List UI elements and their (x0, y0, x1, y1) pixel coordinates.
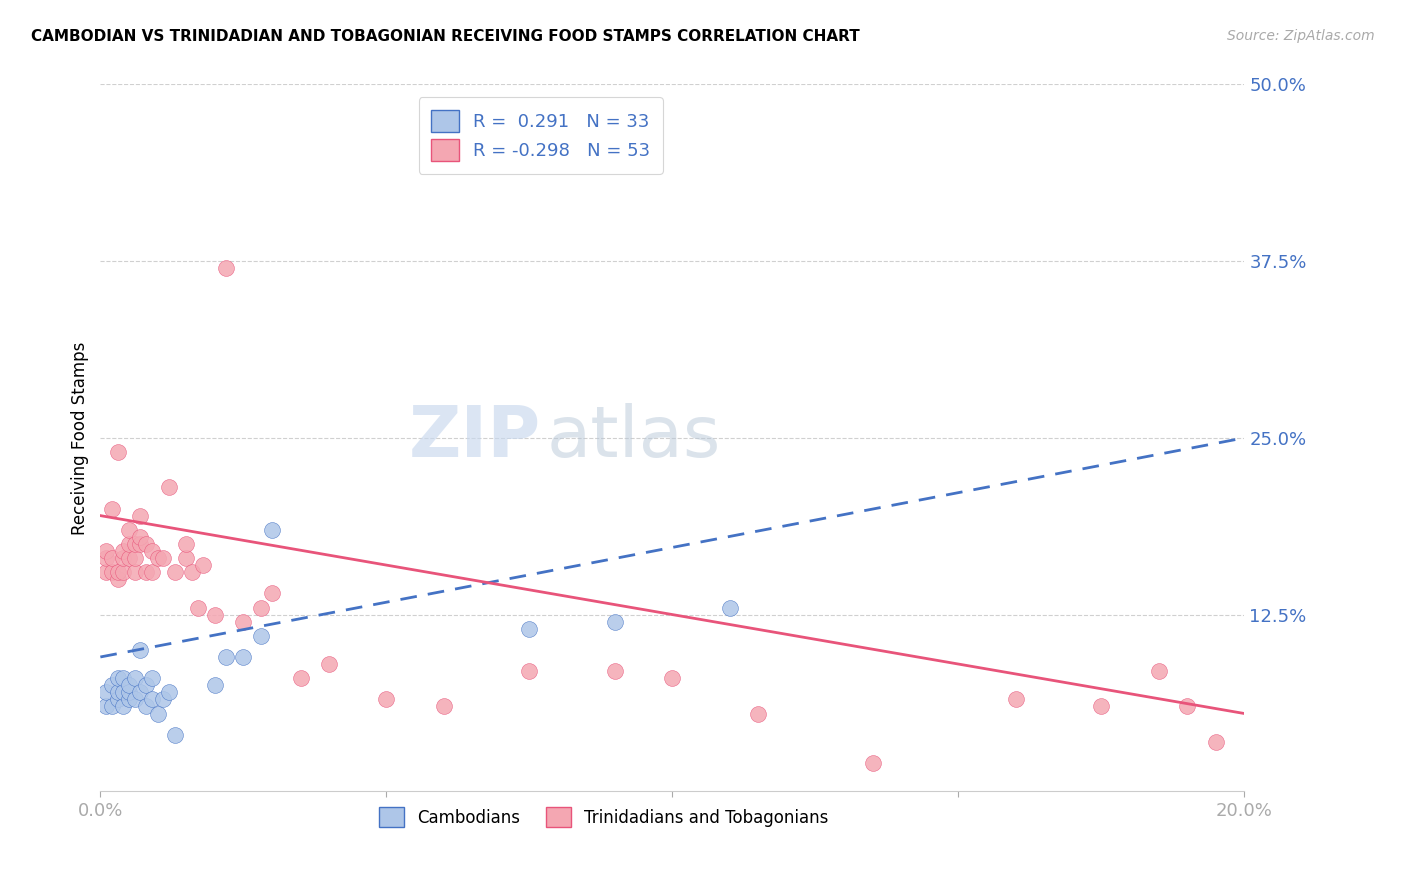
Point (141, 671, 163, 685)
Point (146, 551, 169, 566)
Point (118, 537, 141, 551)
Legend: Cambodians, Trinidadians and Tobagonians: Cambodians, Trinidadians and Tobagonians (373, 800, 835, 834)
Point (101, 699, 124, 714)
Point (135, 537, 157, 551)
Point (129, 530, 152, 544)
Point (112, 565, 135, 579)
Point (232, 615, 254, 629)
Point (157, 480, 180, 494)
Point (157, 685, 180, 699)
Point (107, 445, 129, 459)
Point (94, 565, 117, 579)
Text: Source: ZipAtlas.com: Source: ZipAtlas.com (1227, 29, 1375, 43)
Point (661, 671, 683, 685)
Point (118, 685, 141, 699)
Point (862, 756, 884, 770)
Point (124, 551, 146, 566)
Text: CAMBODIAN VS TRINIDADIAN AND TOBAGONIAN RECEIVING FOOD STAMPS CORRELATION CHART: CAMBODIAN VS TRINIDADIAN AND TOBAGONIAN … (31, 29, 859, 44)
Point (249, 629, 271, 643)
Point (129, 643, 152, 657)
Point (107, 565, 129, 579)
Point (215, 261, 238, 276)
Point (605, 615, 627, 629)
Point (605, 664, 627, 678)
Point (1205, 735, 1227, 749)
Point (129, 685, 152, 699)
Point (174, 551, 197, 566)
Point (124, 692, 146, 706)
Point (152, 692, 174, 706)
Point (107, 685, 129, 699)
Point (112, 699, 135, 714)
Point (135, 565, 157, 579)
Point (135, 678, 157, 692)
Point (112, 685, 135, 699)
Point (107, 692, 129, 706)
Point (747, 706, 769, 721)
Point (124, 565, 146, 579)
Point (232, 650, 254, 665)
Point (129, 508, 152, 523)
Point (174, 537, 197, 551)
Point (215, 650, 238, 665)
Point (94, 685, 117, 699)
Point (141, 565, 163, 579)
Text: atlas: atlas (547, 403, 721, 473)
Point (146, 706, 169, 721)
Point (1175, 699, 1198, 714)
Point (163, 728, 186, 742)
Point (112, 544, 135, 558)
Point (1147, 664, 1170, 678)
Point (129, 537, 152, 551)
Point (260, 523, 283, 537)
Point (118, 678, 141, 692)
Point (1004, 692, 1026, 706)
Point (141, 692, 163, 706)
Point (94, 699, 117, 714)
Point (204, 678, 226, 692)
Text: ZIP: ZIP (409, 403, 541, 473)
Y-axis label: Receiving Food Stamps: Receiving Food Stamps (72, 341, 89, 534)
Point (94, 551, 117, 566)
Point (94, 544, 117, 558)
Point (290, 671, 312, 685)
Point (118, 692, 141, 706)
Point (112, 551, 135, 566)
Point (118, 551, 141, 566)
Point (124, 671, 146, 685)
Point (318, 657, 340, 671)
Point (260, 586, 283, 600)
Point (112, 671, 135, 685)
Point (718, 600, 741, 615)
Point (101, 501, 124, 516)
Point (141, 544, 163, 558)
Point (249, 600, 271, 615)
Point (375, 692, 398, 706)
Point (193, 558, 215, 573)
Point (101, 565, 124, 579)
Point (101, 551, 124, 566)
Point (163, 565, 186, 579)
Point (1090, 699, 1112, 714)
Point (124, 537, 146, 551)
Point (107, 671, 129, 685)
Point (519, 664, 541, 678)
Point (519, 622, 541, 636)
Point (204, 607, 226, 622)
Point (432, 699, 454, 714)
Point (101, 678, 124, 692)
Point (180, 565, 202, 579)
Point (135, 699, 157, 714)
Point (118, 523, 141, 537)
Point (107, 572, 129, 586)
Point (152, 551, 174, 566)
Point (187, 600, 209, 615)
